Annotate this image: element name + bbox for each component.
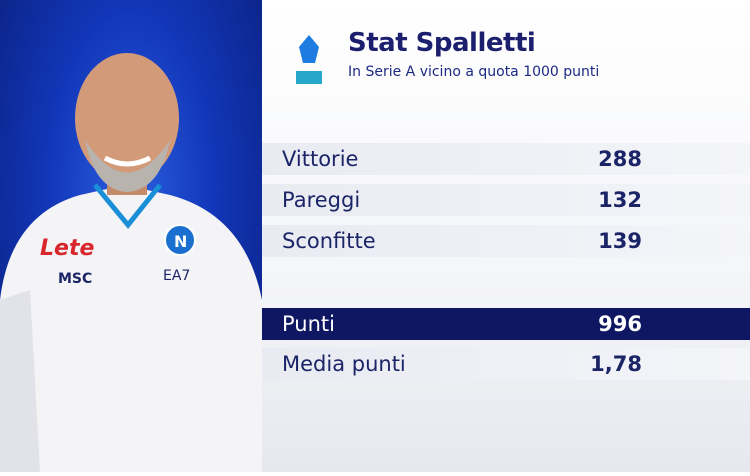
svg-text:EA7: EA7 — [163, 268, 190, 284]
stat-row-media-punti: Media punti 1,78 — [262, 348, 750, 380]
stat-value: 996 — [598, 312, 642, 336]
stat-label: Media punti — [282, 352, 406, 376]
stat-label: Punti — [282, 312, 335, 336]
coach-photo: N Lete MSC EA7 — [0, 53, 262, 472]
stat-label: Vittorie — [282, 147, 359, 171]
stat-row-pareggi: Pareggi 132 — [262, 184, 750, 216]
stat-row-punti: Punti 996 — [262, 308, 750, 340]
page-title: Stat Spalletti — [348, 28, 536, 58]
stat-value: 288 — [598, 147, 642, 171]
stat-value: 132 — [598, 188, 642, 212]
stat-value: 139 — [598, 229, 642, 253]
svg-text:MSC: MSC — [58, 271, 92, 287]
page-subtitle: In Serie A vicino a quota 1000 punti — [348, 64, 600, 80]
stat-row-vittorie: Vittorie 288 — [262, 143, 750, 175]
stats-panel: Stat Spalletti In Serie A vicino a quota… — [262, 0, 750, 472]
stat-row-sconfitte: Sconfitte 139 — [262, 225, 750, 257]
crest-text: N — [174, 232, 187, 251]
stat-value: 1,78 — [590, 352, 642, 376]
svg-text:Lete: Lete — [40, 236, 94, 261]
stat-label: Sconfitte — [282, 229, 376, 253]
serie-a-logo — [296, 35, 322, 84]
stat-label: Pareggi — [282, 188, 361, 212]
coach-photo-panel: N Lete MSC EA7 — [0, 0, 262, 472]
